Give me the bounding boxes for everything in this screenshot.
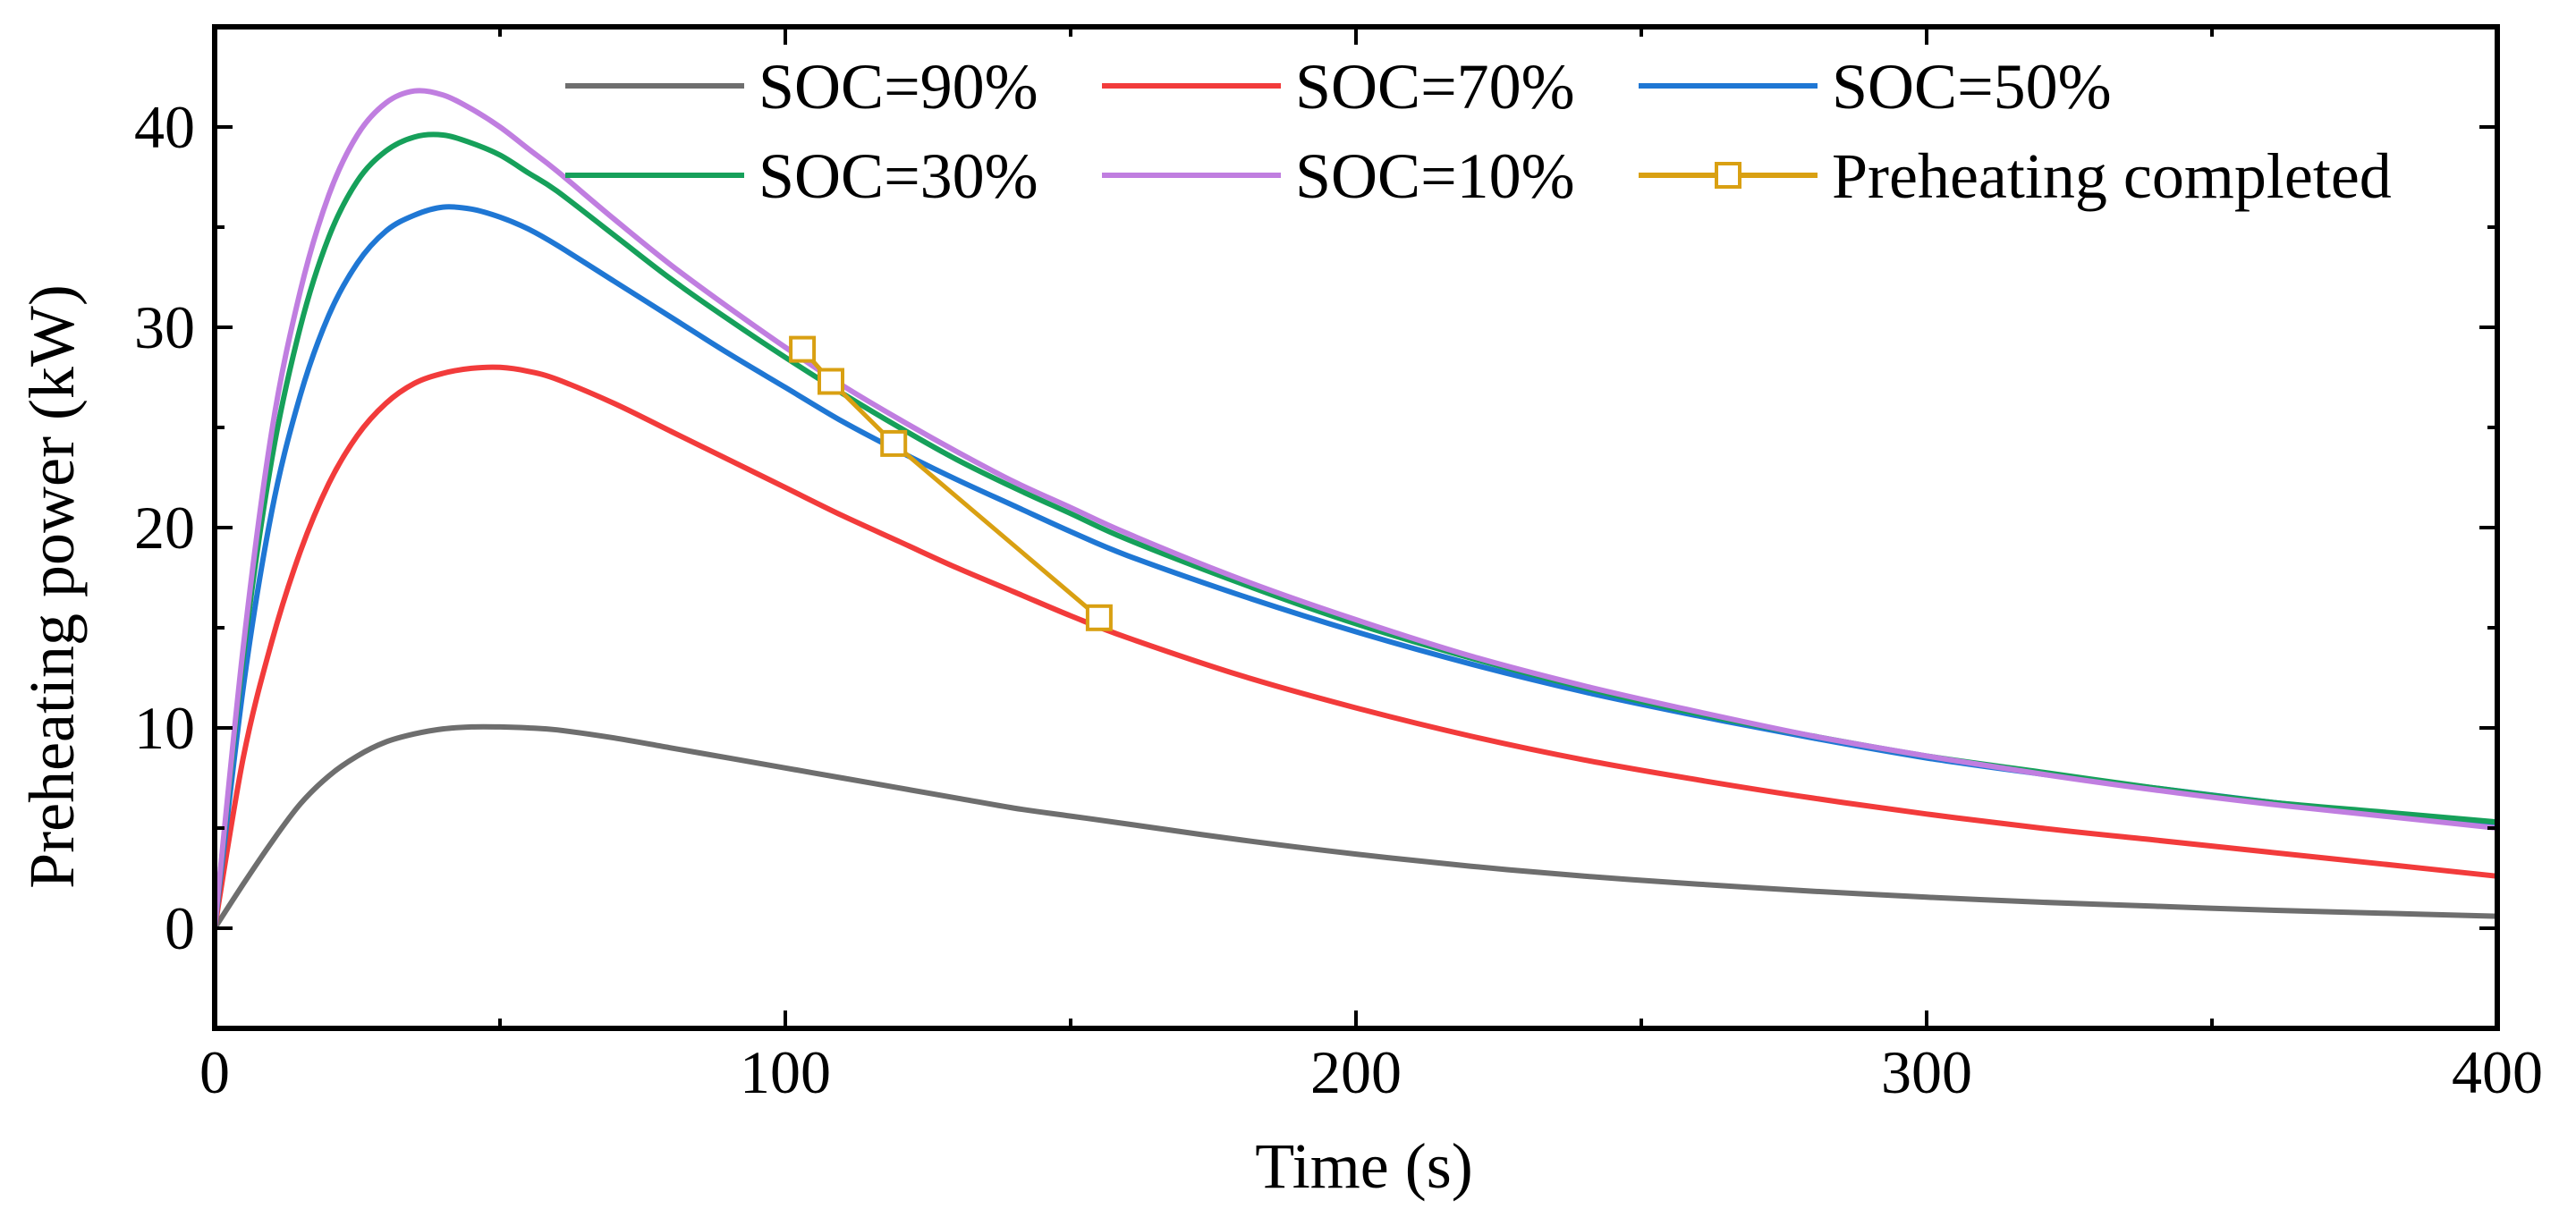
y-tick-label: 30 — [134, 293, 195, 361]
preheating-completed-point-2 — [818, 368, 844, 395]
series-line-2 — [212, 364, 2500, 931]
legend-label: SOC=90% — [758, 51, 1038, 123]
x-tick-label: 400 — [2452, 1038, 2543, 1106]
preheating-completed-point-4 — [1085, 604, 1113, 631]
y-tick-label: 40 — [134, 93, 195, 161]
legend-item: SOC=50% — [1639, 51, 2112, 123]
legend-label: SOC=50% — [1832, 51, 2112, 123]
x-axis-title: Time (s) — [1255, 1130, 1472, 1202]
x-tick-label: 300 — [1881, 1038, 1972, 1106]
x-tick-label: 100 — [740, 1038, 831, 1106]
legend-item: SOC=30% — [565, 140, 1038, 212]
legend-label: SOC=10% — [1295, 140, 1575, 212]
markers-layer — [789, 335, 1113, 631]
series-line-4 — [212, 131, 2500, 931]
legend-item: SOC=10% — [1102, 140, 1575, 212]
legend-label: SOC=70% — [1295, 51, 1575, 123]
legend: SOC=90% SOC=70% SOC=50% SOC=30% SOC=10% Prehe… — [565, 51, 2392, 212]
series-line-3 — [212, 204, 2500, 931]
x-tick-label: 200 — [1310, 1038, 1402, 1106]
x-tick-label: 0 — [199, 1038, 230, 1106]
series-line-5 — [212, 88, 2500, 931]
axes-layer: 0 100 200 300 400 0 10 20 30 40 — [134, 24, 2543, 1106]
legend-item: SOC=90% — [565, 51, 1038, 123]
preheating-completed-line — [801, 347, 1101, 620]
preheating-completed-point-3 — [880, 429, 908, 457]
legend-label: Preheating completed — [1832, 140, 2392, 212]
legend-item: Preheating completed — [1639, 140, 2392, 212]
legend-marker — [1715, 162, 1741, 189]
series-line-1 — [212, 723, 2500, 931]
legend-item: SOC=70% — [1102, 51, 1575, 123]
y-tick-label: 20 — [134, 494, 195, 562]
preheating-completed-point-1 — [789, 335, 817, 363]
y-axis-title: Preheating power (kW) — [16, 284, 88, 889]
y-tick-label: 10 — [134, 694, 195, 762]
series-layer — [212, 88, 2500, 931]
legend-label: SOC=30% — [758, 140, 1038, 212]
y-tick-label: 0 — [165, 894, 195, 962]
